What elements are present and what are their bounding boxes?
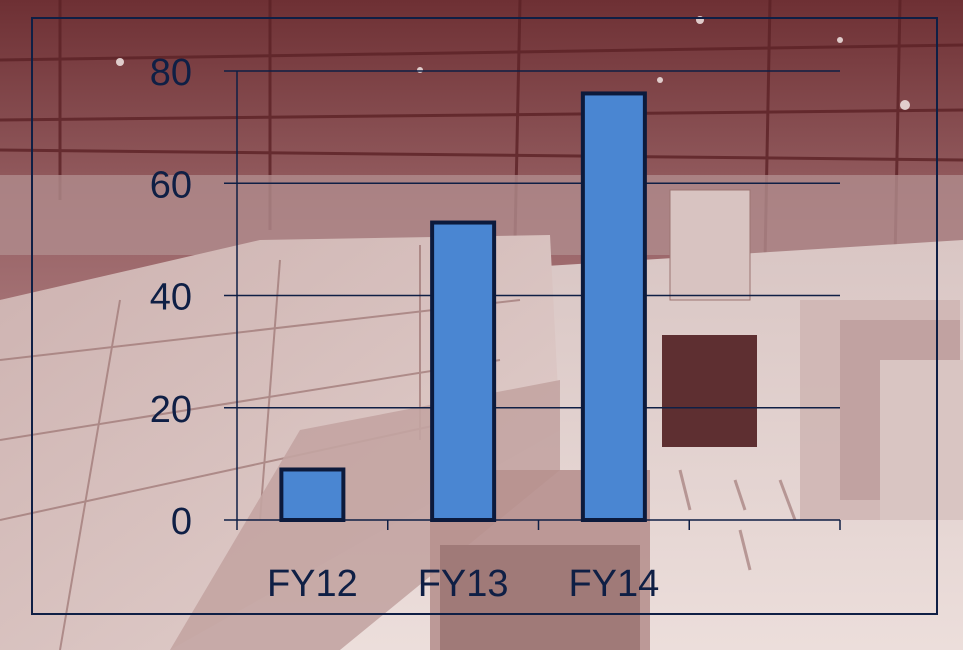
x-tick-labels: FY12 FY13 FY14 bbox=[267, 563, 659, 605]
y-tick-label: 40 bbox=[150, 277, 192, 319]
bar-fy13 bbox=[430, 220, 497, 522]
x-tick-label-fy14: FY14 bbox=[568, 563, 659, 605]
y-tick-label: 0 bbox=[171, 501, 192, 543]
gridlines bbox=[224, 70, 841, 530]
y-tick-label: 20 bbox=[150, 389, 192, 431]
x-tick-label-fy13: FY13 bbox=[418, 563, 509, 605]
outer-frame bbox=[31, 17, 938, 615]
bar-fy14 bbox=[580, 91, 647, 522]
bar-fy12 bbox=[279, 467, 346, 522]
bars bbox=[279, 91, 647, 522]
y-tick-labels: 0 20 40 60 80 bbox=[150, 52, 192, 543]
y-tick-label: 60 bbox=[150, 164, 192, 206]
y-tick-label: 80 bbox=[150, 52, 192, 94]
x-tick-label-fy12: FY12 bbox=[267, 563, 358, 605]
